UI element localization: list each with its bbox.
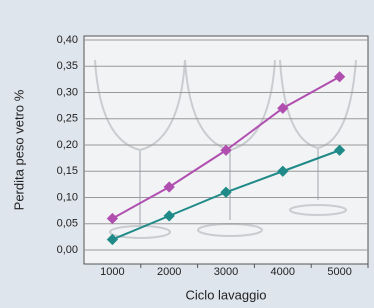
x-tick-label: 5000 [327, 266, 351, 278]
y-tick-label: 0,05 [57, 218, 78, 230]
y-tick-label: 0,00 [57, 244, 78, 256]
y-tick-label: 0,20 [57, 139, 78, 151]
y-tick-label: 0,15 [57, 165, 78, 177]
y-tick-label: 0,35 [57, 60, 78, 72]
y-tick-label: 0,30 [57, 86, 78, 98]
y-tick-label: 0,25 [57, 113, 78, 125]
x-tick-label: 2000 [157, 266, 181, 278]
x-tick-label: 3000 [214, 266, 238, 278]
y-axis-label: Perdita peso vetro % [11, 89, 26, 210]
x-tick-label: 1000 [100, 266, 124, 278]
chart: Perdita peso vetro % Ciclo lavaggio 0,00… [0, 0, 374, 308]
y-tick-label: 0,10 [57, 191, 78, 203]
x-axis-label: Ciclo lavaggio [186, 287, 267, 302]
y-tick-label: 0,40 [57, 34, 78, 46]
x-tick-label: 4000 [271, 266, 295, 278]
